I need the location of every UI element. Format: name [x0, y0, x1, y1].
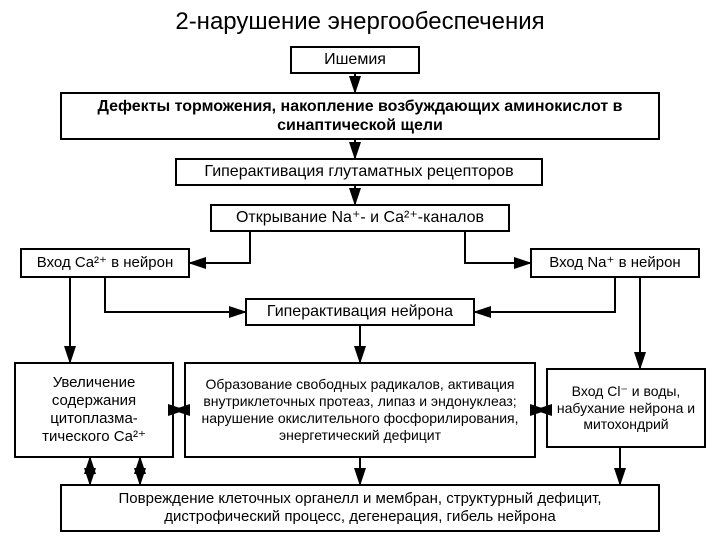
flowchart-node: Образование свободных радикалов, активац…: [184, 362, 536, 458]
flowchart-node: Гиперактивация нейрона: [245, 298, 475, 326]
flowchart-node: Вход Ca²⁺ в нейрон: [20, 248, 190, 278]
flowchart-node: Вход Na⁺ в нейрон: [530, 248, 700, 278]
node-label: Вход Cl⁻ и воды, набухание нейрона и мит…: [556, 383, 696, 433]
flowchart-node: Вход Cl⁻ и воды, набухание нейрона и мит…: [546, 368, 706, 448]
flowchart-node: Ишемия: [290, 46, 420, 74]
flowchart-node: Дефекты торможения, накопление возбуждаю…: [60, 92, 660, 140]
page-title: 2-нарушение энергообеспечения: [0, 0, 720, 36]
node-label: Образование свободных радикалов, активац…: [194, 376, 526, 443]
node-label: Открывание Na⁺- и Ca²⁺-каналов: [236, 208, 484, 227]
node-label: Увеличение содержания цитоплазма-тическо…: [24, 374, 164, 446]
node-label: Вход Ca²⁺ в нейрон: [37, 254, 173, 272]
flowchart-node: Открывание Na⁺- и Ca²⁺-каналов: [210, 204, 510, 232]
node-label: Вход Na⁺ в нейрон: [549, 254, 680, 272]
flowchart-node: Гиперактивация глутаматных рецепторов: [175, 158, 543, 186]
node-label: Дефекты торможения, накопление возбуждаю…: [70, 97, 650, 135]
node-label: Повреждение клеточных органелл и мембран…: [70, 490, 650, 526]
node-label: Гиперактивация нейрона: [267, 302, 453, 321]
node-label: Ишемия: [324, 50, 386, 69]
node-label: Гиперактивация глутаматных рецепторов: [204, 162, 513, 181]
flowchart-node: Увеличение содержания цитоплазма-тическо…: [14, 362, 174, 458]
flowchart-node: Повреждение клеточных органелл и мембран…: [60, 484, 660, 532]
